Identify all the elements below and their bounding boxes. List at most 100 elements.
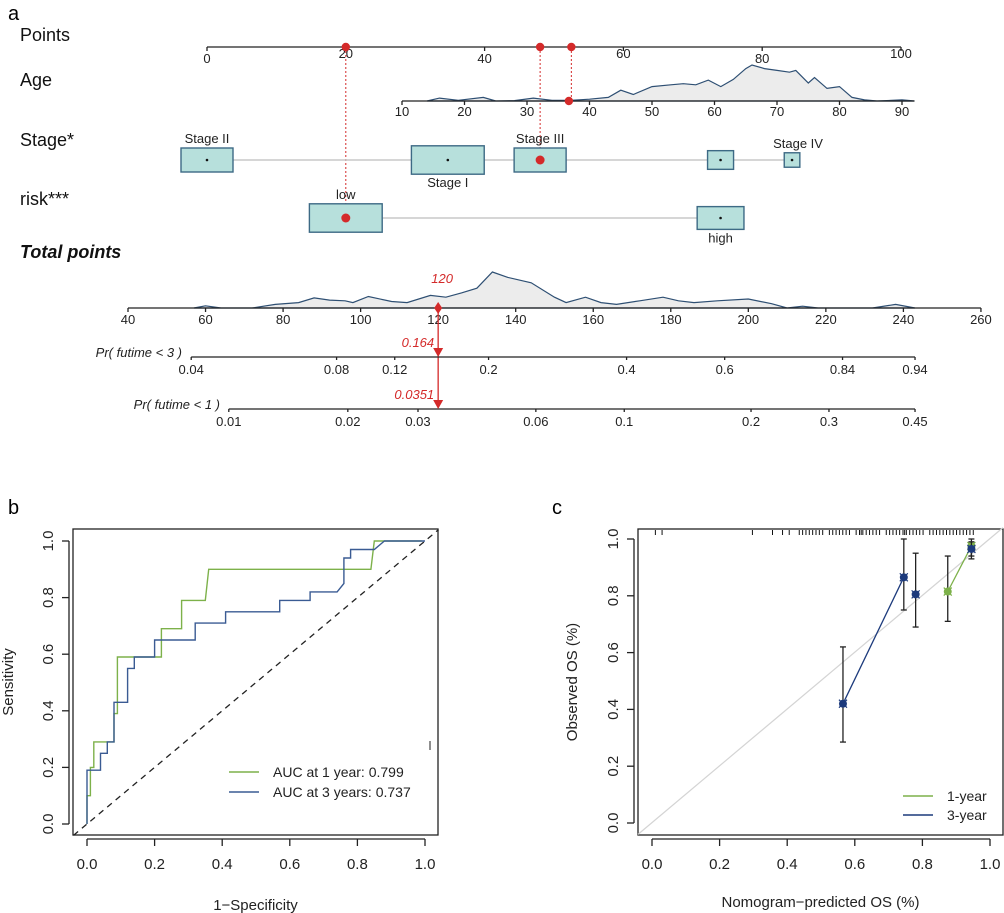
panel-label-c: c bbox=[552, 497, 562, 519]
roc-line-1-year bbox=[86, 540, 422, 824]
total-points-density bbox=[193, 271, 916, 309]
stage-center-dot bbox=[205, 158, 209, 162]
stage-center-dot bbox=[446, 158, 450, 162]
calibration-cross bbox=[943, 587, 953, 596]
pr1-selected-label: 0.0351 bbox=[394, 387, 434, 402]
y-tick-label: 1.0 bbox=[605, 529, 622, 550]
stage-level-label: Stage II bbox=[185, 131, 230, 146]
pr3-tick-label: 0.12 bbox=[382, 362, 407, 377]
calibration-line-1-year bbox=[947, 545, 972, 592]
calibration-cross bbox=[911, 589, 921, 599]
age-tick-label: 10 bbox=[395, 104, 409, 119]
total-tick-label: 160 bbox=[582, 312, 604, 327]
risk-level-label: high bbox=[708, 230, 733, 245]
selected-point-dot bbox=[535, 42, 545, 52]
pr3-tick-label: 0.4 bbox=[618, 362, 636, 377]
age-tick-label: 50 bbox=[645, 104, 659, 119]
x-axis-title: 1−Specificity bbox=[213, 897, 298, 913]
row-label-total: Total points bbox=[20, 242, 121, 262]
x-tick-label: 0.8 bbox=[347, 856, 368, 873]
pr1-tick-label: 0.03 bbox=[405, 414, 430, 429]
pr1-tick-label: 0.01 bbox=[216, 414, 241, 429]
stage-level-label: Stage I bbox=[427, 175, 468, 190]
total-selected-diamond bbox=[434, 302, 443, 314]
roc-line-3-year bbox=[86, 540, 425, 824]
x-tick-label: 0.8 bbox=[912, 856, 933, 873]
y-tick-label: 0.2 bbox=[605, 756, 622, 777]
age-tick-label: 70 bbox=[770, 104, 784, 119]
pr3-selected-label: 0.164 bbox=[402, 335, 435, 350]
pr1-tick-label: 0.3 bbox=[820, 414, 838, 429]
total-tick-label: 100 bbox=[350, 312, 372, 327]
age-tick-label: 20 bbox=[457, 104, 471, 119]
pr3-tick-label: 0.6 bbox=[716, 362, 734, 377]
pr3-arrow bbox=[433, 348, 444, 357]
y-tick-label: 0.0 bbox=[40, 814, 57, 835]
stage-level-label: Stage IV bbox=[773, 136, 823, 151]
x-tick-label: 0.6 bbox=[844, 856, 865, 873]
x-axis-title: Nomogram−predicted OS (%) bbox=[722, 894, 920, 911]
x-tick-label: 0.4 bbox=[212, 856, 233, 873]
pr1-tick-label: 0.1 bbox=[615, 414, 633, 429]
pr1-tick-label: 0.45 bbox=[902, 414, 927, 429]
plot-frame bbox=[72, 528, 439, 836]
panel-label-b: b bbox=[8, 497, 19, 519]
pr3-tick-label: 0.84 bbox=[830, 362, 855, 377]
plot-frame bbox=[637, 528, 1004, 836]
risk-selected-dot bbox=[341, 213, 351, 223]
pr3-label: Pr( futime < 3 ) bbox=[96, 345, 182, 360]
pr1-label: Pr( futime < 1 ) bbox=[134, 397, 220, 412]
reference-diagonal bbox=[637, 527, 1004, 835]
stage-center-dot bbox=[790, 158, 794, 162]
x-tick-label: 1.0 bbox=[415, 856, 436, 873]
points-tick-label: 40 bbox=[477, 51, 491, 66]
calibration-cross bbox=[838, 699, 848, 709]
selected-point-dot bbox=[341, 42, 350, 52]
total-tick-label: 220 bbox=[815, 312, 837, 327]
risk-level-label: low bbox=[336, 187, 356, 202]
pr3-tick-label: 0.94 bbox=[902, 362, 927, 377]
stage-selected-dot bbox=[535, 155, 545, 165]
pr1-tick-label: 0.2 bbox=[742, 414, 760, 429]
y-tick-label: 0.0 bbox=[605, 813, 622, 834]
y-tick-label: 0.2 bbox=[40, 757, 57, 778]
y-tick-label: 0.8 bbox=[605, 585, 622, 606]
x-tick-label: 0.4 bbox=[777, 856, 798, 873]
total-tick-label: 200 bbox=[737, 312, 759, 327]
total-tick-label: 40 bbox=[121, 312, 135, 327]
age-tick-label: 60 bbox=[707, 104, 721, 119]
points-tick-label: 60 bbox=[616, 46, 630, 61]
x-tick-label: 1.0 bbox=[980, 856, 1001, 873]
y-tick-label: 0.4 bbox=[40, 700, 57, 721]
x-tick-label: 0.2 bbox=[144, 856, 165, 873]
points-tick-label: 100 bbox=[890, 46, 912, 61]
total-tick-label: 80 bbox=[276, 312, 290, 327]
y-tick-label: 0.6 bbox=[40, 644, 57, 665]
row-label-age: Age bbox=[20, 70, 52, 90]
legend-label: AUC at 3 years: 0.737 bbox=[273, 784, 411, 800]
age-selected-dot bbox=[564, 96, 574, 106]
age-tick-label: 90 bbox=[895, 104, 909, 119]
legend-label: AUC at 1 year: 0.799 bbox=[273, 764, 404, 780]
roc-chart: 0.0 0.2 0.4 0.6 0.8 1.0 0.0 0.2 0.4 0.6 0.8 1.0 1−Sp… bbox=[0, 528, 439, 913]
total-selected-label: 120 bbox=[431, 271, 453, 286]
pr3-tick-label: 0.04 bbox=[179, 362, 204, 377]
points-tick-label: 0 bbox=[203, 51, 210, 66]
age-density bbox=[426, 64, 915, 102]
total-tick-label: 260 bbox=[970, 312, 992, 327]
calibration-cross bbox=[899, 572, 909, 582]
age-tick-label: 30 bbox=[520, 104, 534, 119]
nomogram: Points Age Stage* risk*** Total points 0 20 40 6… bbox=[20, 25, 992, 429]
pr1-tick-label: 0.02 bbox=[335, 414, 360, 429]
total-tick-label: 180 bbox=[660, 312, 682, 327]
age-tick-label: 40 bbox=[582, 104, 596, 119]
row-label-risk: risk*** bbox=[20, 189, 69, 209]
panel-label-a: a bbox=[8, 3, 20, 25]
pr1-tick-label: 0.06 bbox=[523, 414, 548, 429]
reference-diagonal bbox=[73, 529, 439, 836]
stage-level-label: Stage III bbox=[516, 131, 564, 146]
calibration-cross bbox=[966, 544, 976, 554]
total-tick-label: 60 bbox=[198, 312, 212, 327]
row-label-points: Points bbox=[20, 25, 70, 45]
